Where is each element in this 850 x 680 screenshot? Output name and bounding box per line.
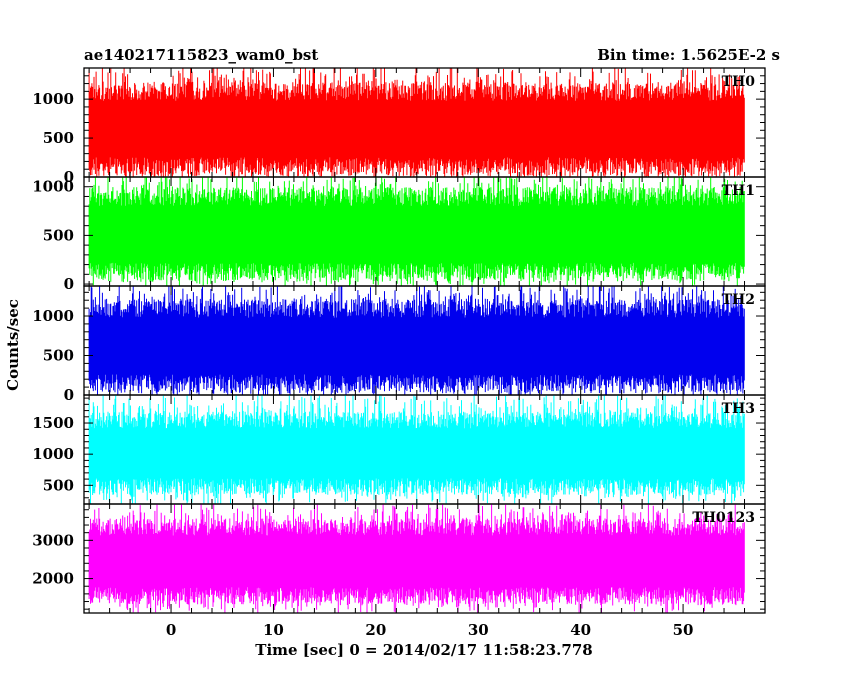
panel-th0123: 2000 3000 TH0123 xyxy=(32,503,766,614)
y-tick-label: 0 xyxy=(64,275,74,293)
panel-th0: 0 500 1000 TH0 xyxy=(32,67,766,186)
chart-title: ae140217115823_wam0_bst xyxy=(84,46,318,64)
x-tick-label: 30 xyxy=(468,621,489,639)
x-tick-label: 10 xyxy=(263,621,284,639)
x-tick-label: 0 xyxy=(166,621,176,639)
x-tick-label: 40 xyxy=(570,621,591,639)
x-axis-title: Time [sec] 0 = 2014/02/17 11:58:23.778 xyxy=(255,641,592,659)
y-tick-label: 0 xyxy=(64,386,74,404)
y-tick-label: 1000 xyxy=(32,445,74,463)
panel-label-th3: TH3 xyxy=(722,401,755,417)
y-tick-label: 500 xyxy=(43,476,74,494)
panel-label-th1: TH1 xyxy=(722,183,755,199)
x-tick-label: 50 xyxy=(673,621,694,639)
series-th2-line xyxy=(88,286,745,395)
y-tick-label: 1000 xyxy=(32,307,74,325)
y-tick-label: 3000 xyxy=(32,531,74,549)
panel-label-th0123: TH0123 xyxy=(692,510,755,526)
panel-label-th0: TH0 xyxy=(722,74,756,90)
y-tick-label: 2000 xyxy=(32,570,74,588)
y-tick-label: 1000 xyxy=(32,90,74,108)
panel-th3: 500 1000 1500 TH3 xyxy=(32,394,766,505)
series-th1-line xyxy=(88,177,745,286)
series-th0123-line xyxy=(88,504,745,613)
bin-time-label: Bin time: 1.5625E-2 s xyxy=(597,46,780,64)
y-tick-label: 1500 xyxy=(32,414,74,432)
y-tick-label: 500 xyxy=(43,347,74,365)
y-axis-title: Counts/sec xyxy=(4,299,22,391)
y-tick-label: 0 xyxy=(64,168,74,186)
y-tick-label: 1000 xyxy=(32,178,74,196)
series-th3-line xyxy=(88,395,745,504)
panel-th2: 0 500 1000 TH2 xyxy=(32,285,766,404)
panel-th1: 0 500 1000 TH1 xyxy=(32,176,766,293)
y-tick-label: 500 xyxy=(43,129,74,147)
panel-frame xyxy=(83,503,766,614)
series-th0-line xyxy=(88,68,745,177)
x-tick-label: 20 xyxy=(365,621,386,639)
y-tick-label: 500 xyxy=(43,226,74,244)
panel-label-th2: TH2 xyxy=(722,292,755,308)
